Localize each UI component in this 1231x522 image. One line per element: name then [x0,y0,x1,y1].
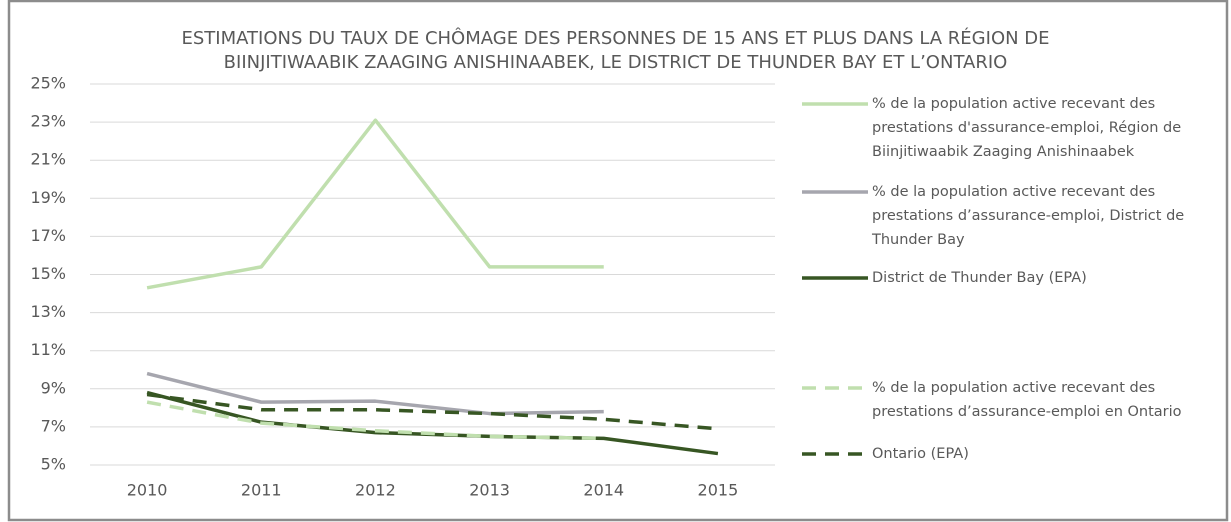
y-tick-label: 13% [30,302,66,321]
y-tick-label: 23% [30,112,66,131]
y-tick-label: 7% [41,416,66,435]
series-line [146,118,604,290]
series-line [146,371,604,416]
y-tick-label: 21% [30,150,66,169]
legend-label: % de la population active recevant des p… [872,380,1182,420]
x-tick-label: 2010 [127,481,168,500]
chart-frame [7,0,1229,522]
y-tick-label: 19% [30,188,66,207]
legend-label: % de la population active recevant des p… [872,96,1182,160]
legend-label: District de Thunder Bay (EPA) [872,270,1087,286]
y-tick-label: 17% [30,226,66,245]
x-tick-label: 2013 [469,481,510,500]
y-tick-label: 11% [30,340,66,359]
x-tick-label: 2011 [241,481,282,500]
legend-label: % de la population active recevant des p… [872,184,1185,248]
y-tick-label: 9% [41,378,66,397]
y-tick-label: 25% [30,74,66,93]
x-tick-label: 2012 [355,481,396,500]
chart-title: BIINJITIWAABIK ZAAGING ANISHINAABEK, LE … [223,52,1008,73]
x-tick-label: 2014 [583,481,624,500]
y-tick-label: 15% [30,264,66,283]
series-line [146,400,604,441]
y-tick-label: 5% [41,455,66,474]
legend-label: Ontario (EPA) [872,446,969,462]
x-tick-label: 2015 [698,481,739,500]
series-line [146,392,719,431]
chart-title: ESTIMATIONS DU TAUX DE CHÔMAGE DES PERSO… [181,28,1050,49]
